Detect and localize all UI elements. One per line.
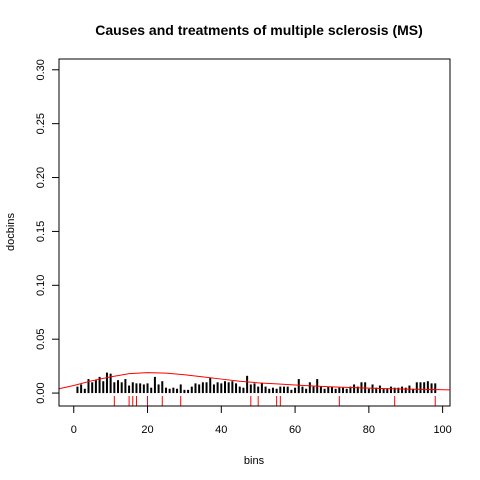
bar-series — [76, 372, 437, 394]
x-tick-label: 20 — [141, 424, 153, 436]
y-tick-label: 0.00 — [35, 382, 47, 403]
rug-marks — [113, 396, 436, 406]
plot-frame — [58, 58, 451, 407]
y-axis-label: docbins — [5, 213, 17, 251]
y-tick-label: 0.30 — [35, 59, 47, 80]
chart-title: Causes and treatments of multiple sclero… — [95, 22, 423, 38]
y-tick-label: 0.05 — [35, 328, 47, 349]
x-axis: 0 20 40 60 80 100 — [71, 405, 452, 436]
density-curve — [58, 372, 451, 391]
y-axis: 0.00 0.05 0.10 0.15 0.20 0.25 0.30 — [35, 59, 60, 404]
x-tick-label: 60 — [289, 424, 301, 436]
x-tick-label: 80 — [363, 424, 375, 436]
x-tick-label: 100 — [433, 424, 451, 436]
y-tick-label: 0.10 — [35, 275, 47, 296]
y-tick-label: 0.15 — [35, 221, 47, 242]
x-tick-label: 40 — [215, 424, 227, 436]
y-tick-label: 0.25 — [35, 113, 47, 134]
x-axis-label: bins — [244, 455, 265, 467]
y-tick-label: 0.20 — [35, 167, 47, 188]
x-tick-label: 0 — [71, 424, 77, 436]
